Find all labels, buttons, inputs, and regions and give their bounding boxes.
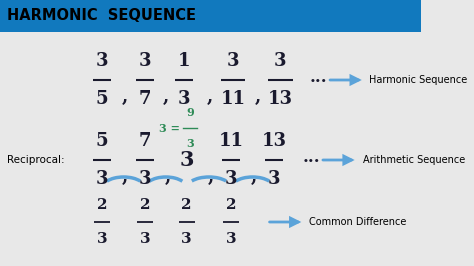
Text: ,: ,	[164, 168, 171, 186]
Text: HARMONIC  SEQUENCE: HARMONIC SEQUENCE	[7, 9, 196, 23]
Text: 11: 11	[219, 132, 244, 150]
FancyArrowPatch shape	[323, 156, 352, 164]
Text: 13: 13	[261, 132, 286, 150]
Text: 3: 3	[274, 52, 286, 70]
Text: Arithmetic Sequence: Arithmetic Sequence	[363, 155, 465, 165]
Text: ,: ,	[122, 88, 128, 106]
Text: 3: 3	[139, 170, 151, 188]
Text: ,: ,	[207, 88, 213, 106]
Text: ,: ,	[208, 168, 214, 186]
Text: 11: 11	[220, 90, 246, 108]
Text: 3: 3	[186, 138, 194, 149]
Text: 2: 2	[140, 198, 150, 212]
Text: Harmonic Sequence: Harmonic Sequence	[369, 75, 467, 85]
Text: 3: 3	[225, 170, 237, 188]
Text: 3: 3	[182, 232, 192, 246]
Text: 3: 3	[96, 170, 109, 188]
Text: 3: 3	[227, 52, 239, 70]
Text: 3: 3	[178, 90, 191, 108]
Text: 3: 3	[268, 170, 280, 188]
Text: 7: 7	[139, 132, 151, 150]
Text: Reciprocal:: Reciprocal:	[7, 155, 65, 165]
FancyBboxPatch shape	[0, 0, 421, 32]
Text: 3: 3	[180, 150, 194, 170]
FancyArrowPatch shape	[270, 218, 298, 226]
Text: 3: 3	[226, 232, 237, 246]
Text: 1: 1	[178, 52, 191, 70]
Text: ···: ···	[302, 153, 320, 171]
Text: 5: 5	[96, 132, 109, 150]
Text: 2: 2	[226, 198, 237, 212]
Text: ,: ,	[251, 168, 257, 186]
Text: 2: 2	[182, 198, 192, 212]
Text: 13: 13	[268, 90, 292, 108]
FancyArrowPatch shape	[330, 76, 359, 84]
Text: 2: 2	[97, 198, 108, 212]
Text: 3: 3	[140, 232, 150, 246]
Text: ,: ,	[255, 88, 262, 106]
Text: 3 =: 3 =	[159, 123, 180, 134]
Text: ,: ,	[163, 88, 169, 106]
Text: 3: 3	[96, 52, 109, 70]
Text: ···: ···	[310, 73, 327, 90]
Text: ,: ,	[122, 168, 128, 186]
Text: 7: 7	[139, 90, 151, 108]
Text: 5: 5	[96, 90, 109, 108]
Text: 9: 9	[186, 107, 194, 118]
Text: 3: 3	[139, 52, 151, 70]
Text: 3: 3	[97, 232, 108, 246]
Text: Common Difference: Common Difference	[310, 217, 407, 227]
